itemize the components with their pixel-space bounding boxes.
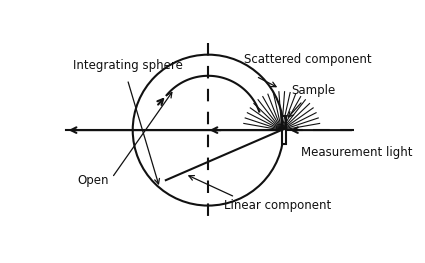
Text: Sample: Sample	[292, 84, 336, 97]
Text: Measurement light: Measurement light	[300, 145, 412, 159]
Text: Scattered component: Scattered component	[244, 53, 372, 66]
Bar	[282, 116, 286, 144]
Text: Open: Open	[77, 174, 109, 187]
Text: Linear component: Linear component	[224, 199, 331, 213]
Text: Integrating sphere: Integrating sphere	[74, 58, 183, 72]
